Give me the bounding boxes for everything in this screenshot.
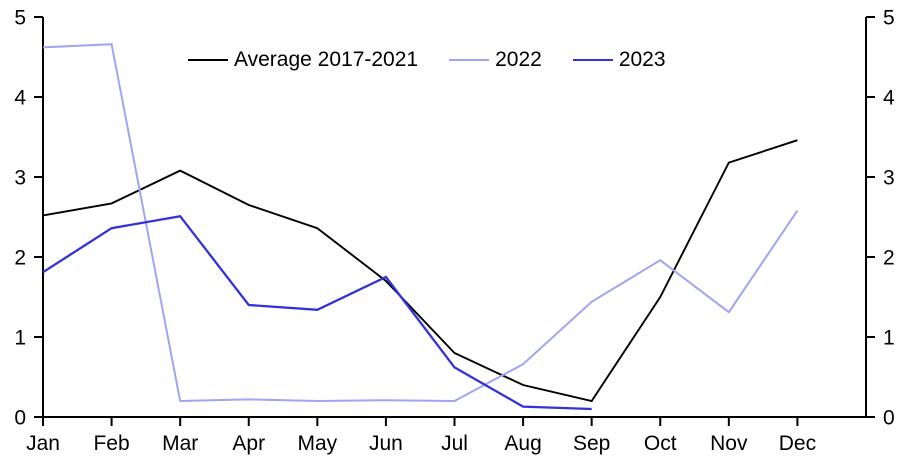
y-axis-label-left: 0 <box>14 407 26 430</box>
x-axis-label: Oct <box>644 432 677 455</box>
x-axis-label: Aug <box>504 432 541 455</box>
y-axis-label-left: 1 <box>14 327 26 350</box>
chart-legend: Average 2017-2021 2022 2023 <box>188 48 666 72</box>
y-axis-label-right: 4 <box>883 87 895 110</box>
y-axis-label-left: 2 <box>14 247 26 270</box>
x-axis-label: Jan <box>26 432 60 455</box>
y-axis-label-left: 5 <box>14 7 26 30</box>
x-axis-label: Nov <box>710 432 748 455</box>
y-axis-label-right: 1 <box>883 327 895 350</box>
legend-line-2022-icon <box>449 59 490 61</box>
y-axis-label-left: 3 <box>14 167 26 190</box>
y-axis-label-right: 2 <box>883 247 895 270</box>
y-axis-label-right: 3 <box>883 167 895 190</box>
x-axis-label: May <box>297 432 337 455</box>
legend-label-average: Average 2017-2021 <box>234 48 419 71</box>
legend-line-2023-icon <box>572 59 613 61</box>
series-line-year-2023 <box>42 214 592 411</box>
series-line-year-2022 <box>42 43 799 403</box>
x-axis-label: Dec <box>779 432 816 455</box>
x-axis-label: Jun <box>369 432 403 455</box>
legend-item-2022: 2022 <box>449 48 542 72</box>
y-axis-label-left: 4 <box>14 87 26 110</box>
series-line-average-2017-2021 <box>42 139 798 403</box>
legend-label-2022: 2022 <box>495 48 542 71</box>
y-axis-label-right: 5 <box>883 7 895 30</box>
x-axis-label: Sep <box>573 432 610 455</box>
x-axis-label: Jul <box>441 432 468 455</box>
legend-label-2023: 2023 <box>618 48 666 71</box>
x-axis-label: Apr <box>232 432 265 455</box>
legend-item-2023: 2023 <box>572 48 666 72</box>
x-axis-label: Feb <box>93 432 129 455</box>
x-axis-label: Mar <box>162 432 198 455</box>
legend-item-average: Average 2017-2021 <box>188 48 418 72</box>
legend-line-average-icon <box>188 59 228 61</box>
y-axis-label-right: 0 <box>883 407 895 430</box>
